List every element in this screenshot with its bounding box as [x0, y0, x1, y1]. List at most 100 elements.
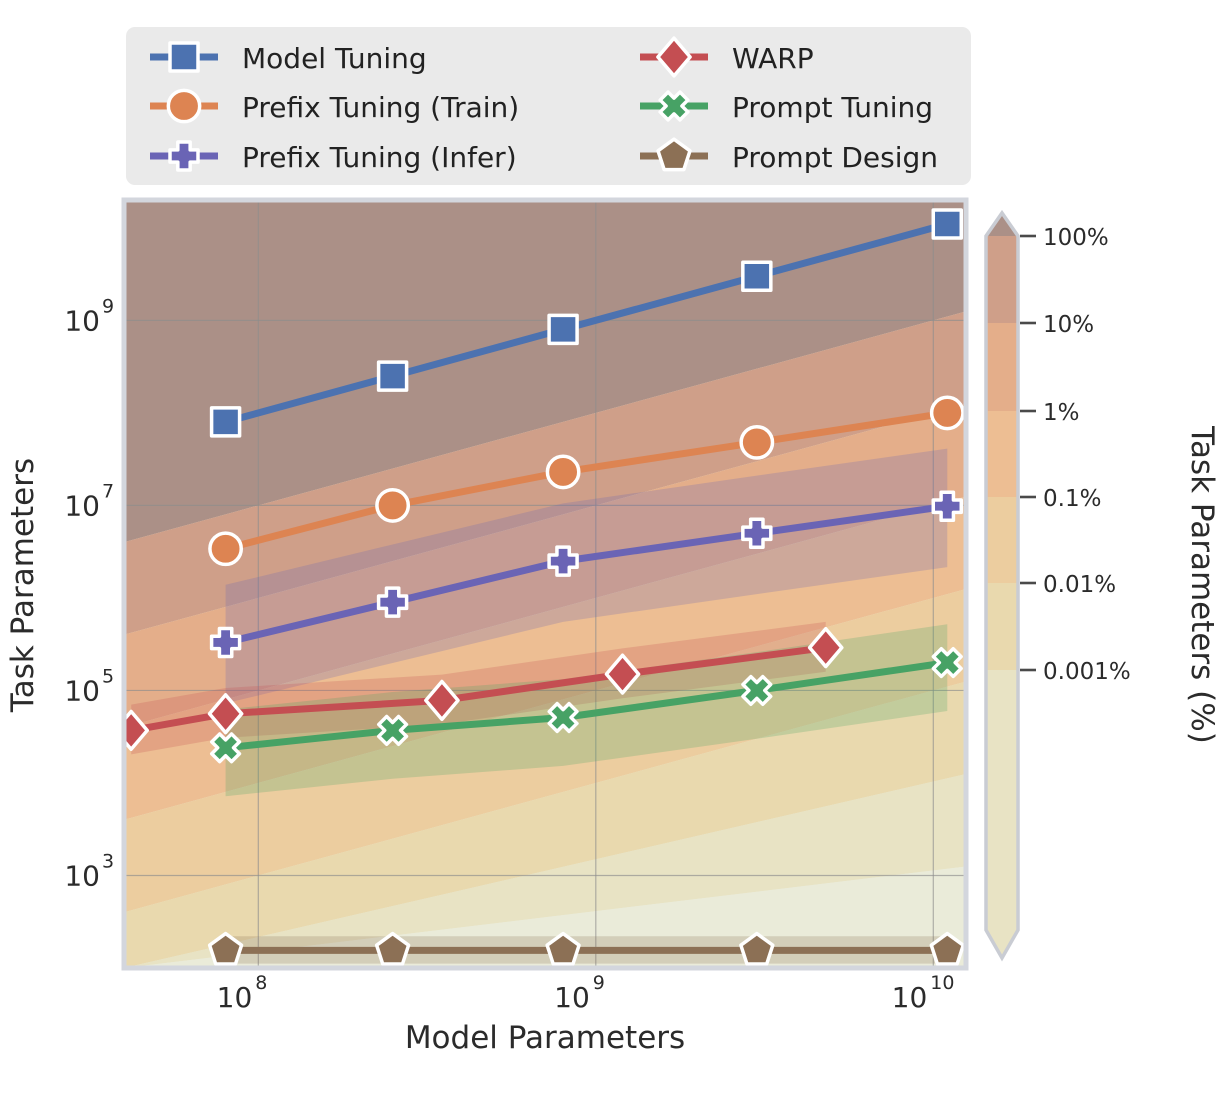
confidence-band	[225, 448, 948, 704]
legend-label: Prompt Design	[732, 141, 938, 174]
colorbar-band	[986, 497, 1018, 583]
colorbar-tick-label: 0.1%	[1043, 486, 1101, 512]
y-tick-exponent: 7	[102, 480, 114, 502]
legend-item[interactable]: Prompt Tuning	[640, 90, 933, 124]
data-point-marker	[741, 517, 773, 550]
confidence-band	[225, 624, 948, 797]
legend-marker	[166, 88, 202, 124]
legend-item[interactable]: Prefix Tuning (Infer)	[150, 140, 517, 174]
x-tick-exponent: 9	[593, 972, 605, 994]
data-point-marker	[931, 208, 964, 240]
gridlines	[124, 200, 966, 968]
y-tick-exponent: 3	[102, 850, 114, 872]
data-point-marker	[209, 406, 242, 438]
legend-item[interactable]: Model Tuning	[150, 41, 427, 75]
colorbar-tick-label: 0.001%	[1043, 659, 1131, 685]
series-markers	[209, 490, 964, 659]
data-point-marker	[208, 531, 244, 567]
data-point-marker	[375, 487, 411, 523]
colorbar-tick-label: 0.01%	[1043, 572, 1116, 598]
colorbar-label: Task Parameters (%)	[1184, 425, 1217, 744]
data-point-marker	[931, 646, 963, 679]
x-tick-label: 10	[554, 981, 590, 1014]
colorbar-tick-label: 1%	[1043, 400, 1080, 426]
colorbar-band	[986, 411, 1018, 497]
colorbar-band	[986, 323, 1018, 411]
series-markers	[209, 646, 963, 764]
data-point-marker	[376, 586, 409, 618]
data-point-marker	[424, 679, 460, 722]
data-point-marker	[931, 490, 964, 522]
data-point-marker	[739, 424, 775, 460]
data-point-marker	[545, 931, 581, 966]
data-point-marker	[545, 454, 581, 490]
series-markers	[208, 395, 965, 567]
y-axis-label: Task Parameters	[5, 458, 41, 713]
y-tick-label: 10	[64, 489, 100, 522]
data-point-marker	[124, 709, 150, 752]
colorbar-band	[986, 583, 1018, 670]
y-tick-label: 10	[64, 859, 100, 892]
data-point-marker	[209, 626, 242, 659]
legend-item[interactable]: Prefix Tuning (Train)	[150, 88, 519, 124]
data-point-marker	[547, 313, 579, 346]
confidence-band	[131, 621, 826, 755]
colorbar-outline	[984, 209, 1020, 962]
y-tick-label: 10	[64, 304, 100, 337]
x-axis-label: Model Parameters	[405, 1020, 685, 1056]
legend-marker	[656, 137, 692, 172]
y-tick-exponent: 5	[102, 665, 114, 687]
data-point-marker	[807, 627, 844, 669]
legend-label: Prefix Tuning (Infer)	[242, 141, 517, 174]
legend-marker	[658, 90, 690, 122]
series-markers	[124, 627, 844, 752]
x-tick-exponent: 8	[255, 972, 267, 994]
legend-background	[126, 27, 971, 185]
data-point-marker	[547, 701, 579, 734]
data-point-marker	[741, 674, 773, 707]
legend-item[interactable]: WARP	[640, 36, 814, 78]
series-markers	[207, 931, 965, 966]
colorbar-band	[986, 236, 1018, 323]
data-point-marker	[547, 545, 579, 577]
x-tick-label: 10	[217, 981, 253, 1014]
data-point-marker	[929, 931, 965, 966]
data-point-marker	[739, 931, 775, 966]
legend[interactable]: Model Tuning WARP Prefix Tuning (Train) Pro…	[126, 27, 971, 185]
legend-marker	[168, 41, 200, 73]
ratio-band	[124, 588, 966, 913]
data-point-marker	[207, 693, 244, 735]
series-markers	[209, 208, 964, 438]
data-point-marker	[376, 360, 409, 392]
colorbar: 100% 10% 1% 0.1% 0.01% 0.001% Task Parameters…	[984, 209, 1217, 962]
data-point-marker	[929, 395, 965, 431]
y-tick-exponent: 9	[102, 295, 114, 317]
legend-label: Prompt Tuning	[732, 91, 933, 124]
legend-item[interactable]: Prompt Design	[640, 137, 938, 174]
ratio-band	[124, 681, 966, 968]
ratio-band	[124, 773, 966, 968]
data-point-marker	[377, 714, 409, 746]
colorbar-band	[986, 670, 1018, 958]
legend-marker	[656, 36, 692, 78]
plot-frame	[121, 197, 969, 971]
data-point-marker	[604, 653, 641, 695]
series-layer	[124, 208, 965, 966]
legend-label: Model Tuning	[242, 42, 427, 75]
data-point-marker	[207, 931, 244, 966]
data-point-marker	[209, 732, 242, 764]
colorbar-tick-label: 10%	[1043, 312, 1094, 338]
colorbar-tick-label: 100%	[1043, 225, 1109, 251]
x-tick-exponent: 10	[930, 972, 954, 994]
legend-label: Prefix Tuning (Train)	[242, 91, 519, 124]
legend-label: WARP	[732, 42, 814, 75]
x-axis-ticks: 10 8 10 9 10 10	[217, 972, 955, 1014]
legend-marker	[168, 140, 200, 172]
data-point-marker	[741, 260, 773, 292]
x-tick-label: 10	[892, 981, 928, 1014]
y-tick-label: 10	[64, 674, 100, 707]
data-point-marker	[374, 931, 411, 966]
